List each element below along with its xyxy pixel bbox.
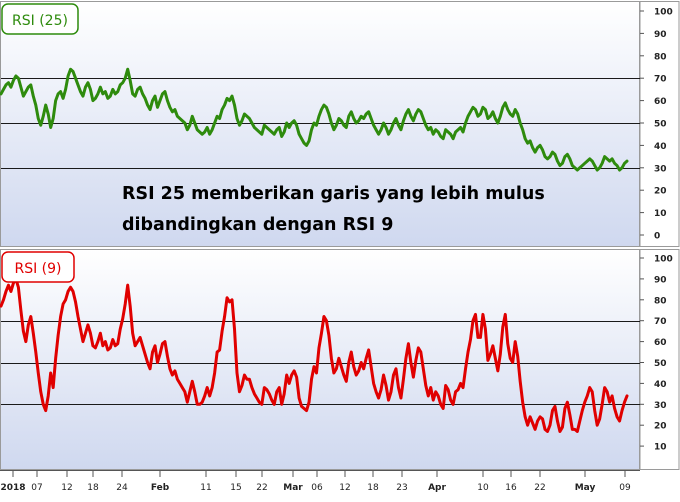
x-axis-strip: [0, 470, 640, 498]
rsi9-y-tick-label: 100: [654, 255, 673, 265]
x-tick-label: 12: [61, 483, 72, 493]
rsi9-y-tick-label: 60: [654, 338, 667, 348]
annotation-line-2: dibandingkan dengan RSI 9: [122, 215, 393, 235]
rsi9-y-axis-area: [639, 249, 680, 470]
x-tick-label: Apr: [428, 483, 446, 493]
x-tick-label: 11: [200, 483, 211, 493]
x-tick-label: 23: [396, 483, 407, 493]
rsi9-y-tick-label: 80: [654, 296, 667, 306]
x-tick-label: 22: [534, 483, 545, 493]
chart-panels: 0 10 20 30 40 50 60 70 80 90 100 RSI (25) 10 20 30 40 50…: [0, 1, 680, 470]
rsi25-y-tick-label: 80: [654, 52, 667, 62]
rsi25-y-tick-label: 90: [654, 30, 667, 40]
rsi25-title-box: [1, 3, 79, 35]
x-tick-label: Mar: [283, 483, 303, 493]
x-tick-label: 06: [311, 483, 323, 493]
rsi9-panel: 10 20 30 40 50 60 70 80 90 100 RSI (9): [0, 249, 680, 470]
rsi25-y-tick-label: 0: [654, 232, 660, 242]
rsi9-plot-area: [0, 249, 640, 470]
rsi9-y-tick-label: 20: [654, 422, 667, 432]
rsi9-y-tick-label: 30: [654, 401, 667, 411]
x-tick-label: 09: [619, 483, 631, 493]
annotation-overlay: RSI 25 memberikan garis yang lebih mulus…: [122, 184, 545, 235]
rsi25-y-tick-label: 50: [654, 120, 667, 130]
rsi9-title-box: [1, 251, 75, 283]
rsi25-y-tick-label: 20: [654, 187, 667, 197]
x-tick-label: 16: [505, 483, 517, 493]
x-tick-label: 18: [367, 483, 379, 493]
rsi25-y-tick-label: 40: [654, 142, 667, 152]
rsi25-y-tick-label: 30: [654, 164, 667, 174]
x-tick-label: 24: [116, 483, 128, 493]
rsi9-y-tick-label: 90: [654, 275, 667, 285]
rsi9-series-line: [0, 277, 629, 433]
annotation-line-1: RSI 25 memberikan garis yang lebih mulus: [122, 184, 545, 204]
x-tick-label: 07: [31, 483, 42, 493]
rsi9-y-tick-label: 10: [654, 443, 667, 453]
rsi25-series-line: [0, 67, 629, 172]
x-tick-label: 10: [477, 483, 489, 493]
x-tick-label: Feb: [151, 483, 170, 493]
rsi25-y-tick-label: 10: [654, 209, 667, 219]
rsi25-y-tick-label: 70: [654, 75, 667, 85]
x-tick-label: 2018: [0, 483, 25, 493]
x-tick-label: 15: [230, 483, 241, 493]
rsi25-y-axis-area: [639, 1, 680, 247]
x-tick-label: May: [575, 483, 596, 493]
rsi25-y-tick-label: 100: [654, 8, 673, 18]
x-tick-label: 22: [256, 483, 267, 493]
rsi25-y-tick-label: 60: [654, 97, 667, 107]
rsi25-panel: 0 10 20 30 40 50 60 70 80 90 100 RSI (25): [0, 1, 680, 247]
rsi9-y-tick-label: 50: [654, 359, 667, 369]
rsi9-title: RSI (9): [14, 261, 61, 277]
x-tick-label: 12: [339, 483, 350, 493]
x-tick-label: 18: [87, 483, 99, 493]
x-axis: 2018 07 12 18 24 Feb 11 15 22 Mar 06 12 18 23 Apr 10 16 2…: [0, 470, 640, 498]
rsi9-y-tick-label: 70: [654, 317, 667, 327]
rsi25-title: RSI (25): [12, 13, 68, 29]
rsi9-y-tick-label: 40: [654, 380, 667, 390]
